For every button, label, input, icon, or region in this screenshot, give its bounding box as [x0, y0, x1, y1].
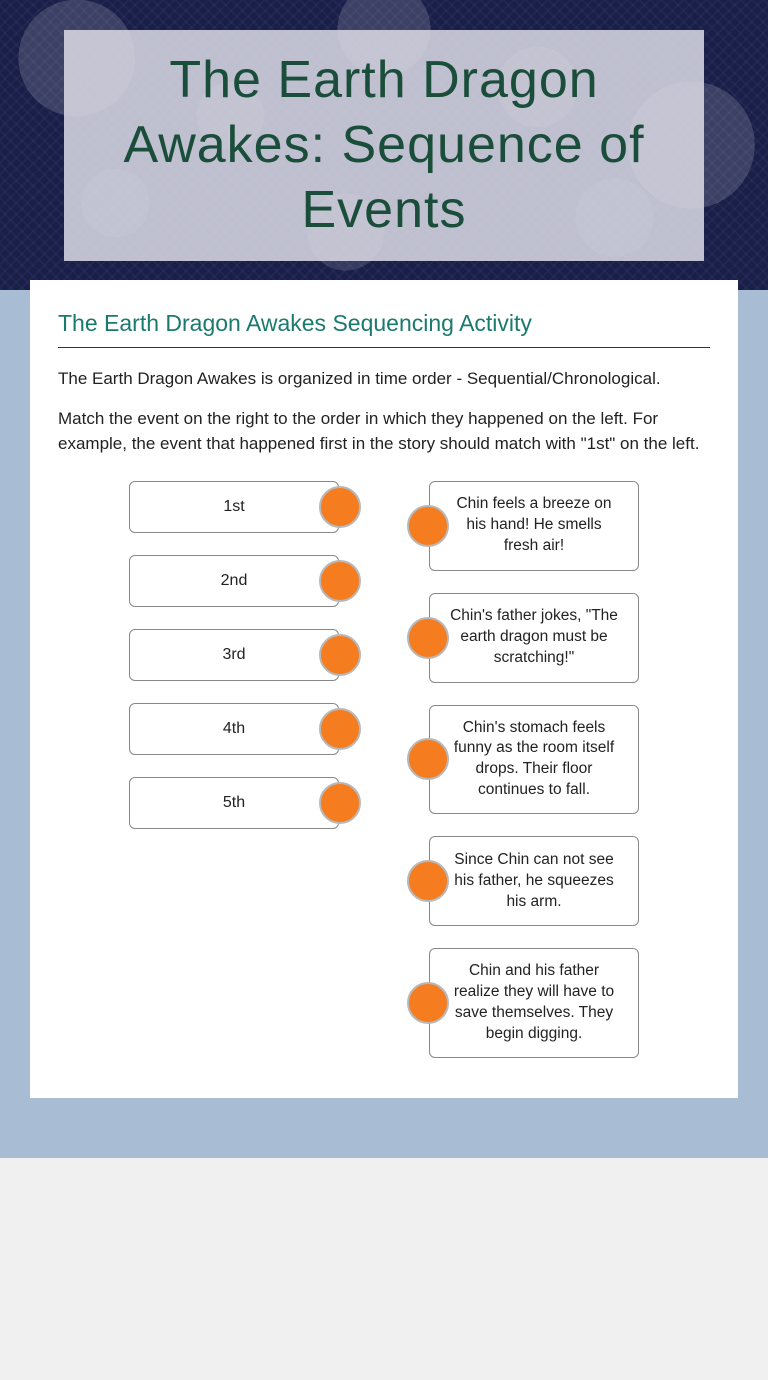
title-overlay: The Earth Dragon Awakes: Sequence of Eve…	[64, 30, 704, 261]
event-text: Chin and his father realize they will ha…	[448, 961, 620, 1045]
connector-dot[interactable]	[407, 982, 449, 1024]
connector-dot[interactable]	[407, 738, 449, 780]
order-item[interactable]: 1st	[129, 481, 339, 533]
connector-dot[interactable]	[319, 634, 361, 676]
order-item[interactable]: 4th	[129, 703, 339, 755]
page-root: The Earth Dragon Awakes: Sequence of Eve…	[0, 0, 768, 1308]
activity-subtitle: The Earth Dragon Awakes Sequencing Activ…	[58, 310, 710, 348]
order-item[interactable]: 3rd	[129, 629, 339, 681]
description-2: Match the event on the right to the orde…	[58, 406, 710, 457]
event-item[interactable]: Chin feels a breeze on his hand! He smel…	[429, 481, 639, 571]
event-text: Chin's father jokes, "The earth dragon m…	[448, 606, 620, 669]
page-title: The Earth Dragon Awakes: Sequence of Eve…	[74, 48, 694, 243]
header-background: The Earth Dragon Awakes: Sequence of Eve…	[0, 0, 768, 290]
connector-dot[interactable]	[319, 486, 361, 528]
content-section: The Earth Dragon Awakes Sequencing Activ…	[0, 290, 768, 1158]
order-label: 3rd	[222, 646, 245, 664]
event-item[interactable]: Since Chin can not see his father, he sq…	[429, 836, 639, 926]
event-item[interactable]: Chin's father jokes, "The earth dragon m…	[429, 593, 639, 683]
connector-dot[interactable]	[407, 860, 449, 902]
order-label: 1st	[223, 498, 244, 516]
order-item[interactable]: 5th	[129, 777, 339, 829]
event-text: Chin's stomach feels funny as the room i…	[448, 718, 620, 802]
matching-area: 1st 2nd 3rd 4th	[58, 481, 710, 1058]
event-text: Chin feels a breeze on his hand! He smel…	[448, 494, 620, 557]
connector-dot[interactable]	[407, 505, 449, 547]
order-label: 4th	[223, 720, 245, 738]
connector-dot[interactable]	[319, 560, 361, 602]
right-column: Chin feels a breeze on his hand! He smel…	[429, 481, 639, 1058]
connector-dot[interactable]	[319, 782, 361, 824]
event-item[interactable]: Chin's stomach feels funny as the room i…	[429, 705, 639, 815]
left-column: 1st 2nd 3rd 4th	[129, 481, 339, 1058]
description-1: The Earth Dragon Awakes is organized in …	[58, 366, 710, 392]
order-label: 2nd	[221, 572, 248, 590]
footer-space	[0, 1158, 768, 1308]
activity-card: The Earth Dragon Awakes Sequencing Activ…	[30, 280, 738, 1098]
order-label: 5th	[223, 794, 245, 812]
event-text: Since Chin can not see his father, he sq…	[448, 850, 620, 913]
event-item[interactable]: Chin and his father realize they will ha…	[429, 948, 639, 1058]
connector-dot[interactable]	[407, 617, 449, 659]
connector-dot[interactable]	[319, 708, 361, 750]
order-item[interactable]: 2nd	[129, 555, 339, 607]
